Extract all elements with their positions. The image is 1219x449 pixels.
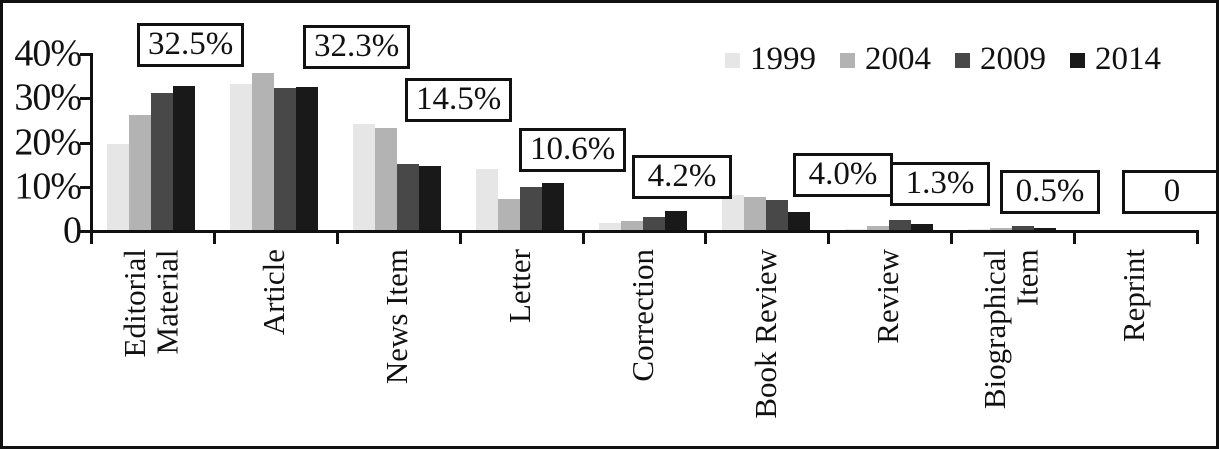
chart-legend: 1999 2004 2009 2014 [725, 43, 1161, 76]
x-category-label-slot: Review [827, 249, 950, 446]
bar-1999 [721, 195, 744, 230]
x-axis-tick-mark [212, 233, 216, 244]
x-axis-tick-mark [458, 233, 462, 244]
legend-swatch-icon [1070, 53, 1085, 68]
x-category-label: Article [256, 249, 292, 336]
x-axis-labels: Editorial Material Article News Item Letter… [3, 249, 1216, 446]
bar-2009 [151, 93, 174, 230]
y-axis-tick-label: 10% [14, 165, 82, 208]
x-category-label-slot: Article [213, 249, 336, 446]
bar-2004 [498, 199, 521, 230]
bar-2004 [866, 226, 889, 230]
bar-1999 [476, 169, 499, 230]
x-category-label-slot: Reprint [1073, 249, 1196, 446]
y-axis-tick-label: 30% [14, 76, 82, 119]
bar-2014 [787, 212, 810, 230]
x-axis-tick-mark [950, 233, 954, 244]
x-axis-tick-mark [827, 233, 831, 244]
bar-1999 [353, 124, 376, 230]
bar-2014 [665, 211, 687, 230]
x-category-label-slot: Correction [582, 249, 705, 446]
x-category-label-slot: Biographical Item [950, 249, 1073, 446]
value-callout-box: 14.5% [405, 78, 513, 122]
x-category-label-slot: News Item [336, 249, 459, 446]
bar-2004 [375, 128, 398, 230]
x-axis-tick-mark [1196, 233, 1199, 244]
x-category-label: Reprint [1116, 249, 1152, 342]
bar-2009 [765, 200, 788, 230]
bar-2014 [1033, 228, 1056, 230]
y-axis-tick-label: 0 [63, 209, 82, 252]
bar-2014 [542, 183, 565, 230]
bar-1999 [599, 223, 621, 230]
bar-1999 [230, 84, 253, 230]
x-axis-tick-mark [1073, 233, 1077, 244]
bar-1999 [844, 229, 867, 230]
x-axis-line [90, 230, 1199, 233]
legend-item-1999: 1999 [725, 43, 816, 76]
y-axis-tick-label: 40% [14, 32, 82, 75]
bar-2014 [173, 86, 196, 230]
x-category-label-slot: Book Review [704, 249, 827, 446]
value-callout-box: 10.6% [519, 128, 627, 172]
x-category-label: Review [870, 249, 906, 344]
bar-2009 [643, 217, 665, 230]
bar-2009 [520, 187, 543, 230]
legend-swatch-icon [840, 53, 855, 68]
x-axis-tick-mark [704, 233, 708, 244]
x-category-label-slot: Letter [459, 249, 582, 446]
value-callout-box: 0.5% [1000, 170, 1100, 214]
value-callout-box: 32.5% [137, 23, 245, 67]
bar-1999 [107, 144, 130, 230]
legend-label: 2014 [1095, 41, 1161, 77]
bar-2014 [419, 166, 442, 230]
x-axis-tick-mark [581, 233, 585, 244]
x-axis-tick-mark [335, 233, 339, 244]
x-axis-tick-mark [90, 233, 93, 244]
legend-item-2014: 2014 [1070, 43, 1161, 76]
bar-2009 [1011, 226, 1034, 230]
bar-2014 [296, 87, 319, 230]
x-category-label: Biographical Item [977, 249, 1045, 410]
bar-2014 [910, 224, 933, 230]
bar-2009 [274, 88, 297, 230]
y-axis-tick-mark [80, 53, 90, 56]
legend-label: 1999 [750, 41, 816, 77]
value-callout-box: 32.3% [303, 25, 411, 69]
bar-2009 [888, 220, 911, 230]
y-axis-tick-mark [80, 97, 90, 101]
bar-2004 [621, 221, 643, 230]
legend-item-2009: 2009 [955, 43, 1046, 76]
x-category-label: Book Review [747, 249, 783, 419]
bar-2004 [989, 228, 1012, 230]
bar-2004 [129, 115, 152, 230]
value-callout-box: 0 [1122, 170, 1216, 214]
y-axis-tick-mark [80, 141, 90, 145]
x-category-label: Editorial Material [116, 249, 185, 358]
y-axis-tick-mark [80, 185, 90, 189]
x-category-label: Letter [501, 249, 537, 324]
legend-label: 2009 [980, 41, 1046, 77]
x-category-label: News Item [378, 249, 414, 385]
bar-2004 [743, 197, 766, 230]
legend-swatch-icon [955, 53, 970, 68]
value-callout-box: 4.0% [793, 153, 893, 197]
bar-1999 [967, 229, 990, 230]
value-callout-box: 4.2% [632, 155, 732, 199]
y-axis-line [90, 53, 93, 233]
legend-item-2004: 2004 [840, 43, 931, 76]
bar-2009 [397, 164, 420, 230]
bar-2004 [252, 73, 275, 230]
y-axis-tick-mark [80, 230, 90, 233]
legend-swatch-icon [725, 53, 740, 68]
y-axis-tick-label: 20% [14, 120, 82, 163]
x-category-label: Correction [624, 249, 660, 382]
value-callout-box: 1.3% [890, 162, 990, 206]
x-category-label-slot: Editorial Material [90, 249, 213, 446]
plot-area: 40% 30% 20% 10% 0 32.5% 32.3% 14.5% 10.6% 4.2% 4.0… [3, 3, 1216, 446]
legend-label: 2004 [865, 41, 931, 77]
